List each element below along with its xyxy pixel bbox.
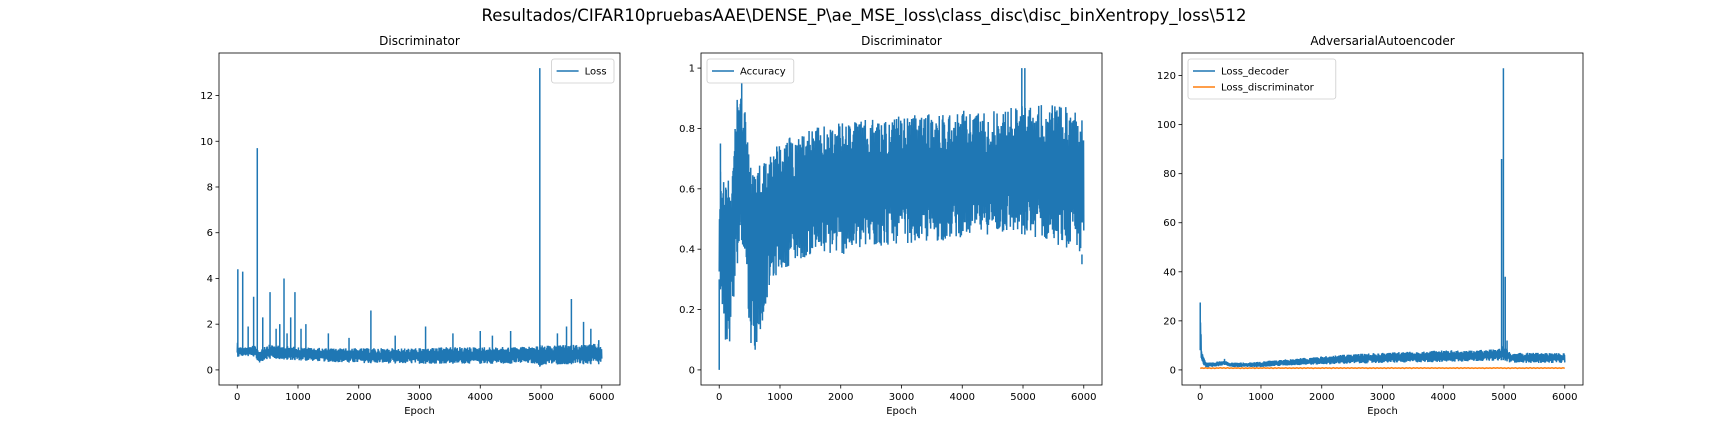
subplot-1: 0 1000 2000 3000 4000 5000 6000 0 2 4 6 8 10 12 Discri…	[200, 34, 621, 417]
y-tick-label: 12	[200, 91, 213, 102]
x-tick-label: 3000	[1370, 392, 1395, 403]
x-tick-label: 2000	[346, 392, 371, 403]
y-tick-label: 0.4	[679, 245, 695, 256]
y-tick-label: 4	[207, 274, 213, 285]
x-axis-label: Epoch	[404, 406, 435, 417]
x-tick-label: 1000	[285, 392, 310, 403]
figure-suptitle: Resultados/CIFAR10pruebasAAE\DENSE_P\ae_…	[481, 6, 1246, 26]
x-tick-label: 3000	[889, 392, 914, 403]
x-tick-label: 1000	[1248, 392, 1273, 403]
series-line-loss-decoder	[1199, 68, 1566, 368]
series-line-loss	[236, 68, 603, 367]
x-tick-label: 6000	[1071, 392, 1096, 403]
legend-label: Loss	[585, 67, 607, 78]
x-tick-label: 4000	[950, 392, 975, 403]
legend-label: Accuracy	[740, 67, 786, 78]
subplot-3: 0 1000 2000 3000 4000 5000 6000 0 20 40 60 80 100 120…	[1157, 34, 1584, 417]
subplot-2: 0 1000 2000 3000 4000 5000 6000 0 0.2 0.4 0.6 0.8 1 D…	[679, 34, 1103, 417]
y-tick-label: 0.6	[679, 184, 695, 195]
plot-area	[718, 68, 1085, 370]
x-axis-label: Epoch	[1367, 406, 1398, 417]
plot-area	[236, 68, 603, 367]
legend: Loss_decoder Loss_discriminator	[1187, 58, 1337, 100]
x-tick-label: 4000	[1431, 392, 1456, 403]
legend: Loss	[551, 58, 615, 84]
x-tick-label: 5000	[528, 392, 553, 403]
legend-box	[551, 58, 615, 84]
subplot-title: Discriminator	[861, 34, 942, 48]
y-tick-label: 1	[689, 64, 695, 75]
y-tick-label: 2	[207, 320, 213, 331]
x-tick-label: 5000	[1491, 392, 1516, 403]
plot-area	[1199, 68, 1566, 370]
subplot-title: AdversarialAutoencoder	[1310, 34, 1454, 48]
legend: Accuracy	[706, 58, 795, 84]
x-tick-label: 0	[1197, 392, 1203, 403]
y-tick-label: 0	[1170, 365, 1176, 376]
series-line-accuracy	[718, 68, 1085, 370]
x-tick-label: 1000	[767, 392, 792, 403]
y-tick-label: 0.2	[679, 305, 695, 316]
x-tick-label: 3000	[407, 392, 432, 403]
y-tick-label: 40	[1163, 267, 1176, 278]
x-tick-label: 6000	[589, 392, 614, 403]
y-tick-label: 80	[1163, 169, 1176, 180]
x-tick-label: 2000	[1309, 392, 1334, 403]
x-tick-label: 0	[716, 392, 722, 403]
y-tick-label: 120	[1157, 71, 1176, 82]
legend-label: Loss_decoder	[1221, 67, 1290, 78]
y-tick-label: 8	[207, 182, 213, 193]
y-tick-label: 0	[689, 365, 695, 376]
x-tick-label: 4000	[468, 392, 493, 403]
legend-box	[1187, 58, 1337, 100]
legend-label: Loss_discriminator	[1221, 83, 1315, 94]
y-tick-label: 20	[1163, 316, 1176, 327]
x-tick-label: 0	[234, 392, 240, 403]
series-line-loss-discriminator	[1200, 366, 1566, 370]
y-tick-label: 0.8	[679, 124, 695, 135]
y-tick-label: 6	[207, 228, 213, 239]
legend-box	[706, 58, 795, 84]
y-tick-label: 0	[207, 365, 213, 376]
subplot-title: Discriminator	[379, 34, 460, 48]
x-tick-label: 2000	[828, 392, 853, 403]
y-tick-label: 100	[1157, 120, 1176, 131]
y-tick-label: 10	[200, 137, 213, 148]
x-axis-label: Epoch	[886, 406, 917, 417]
x-tick-label: 6000	[1552, 392, 1577, 403]
x-tick-label: 5000	[1010, 392, 1035, 403]
y-tick-label: 60	[1163, 218, 1176, 229]
